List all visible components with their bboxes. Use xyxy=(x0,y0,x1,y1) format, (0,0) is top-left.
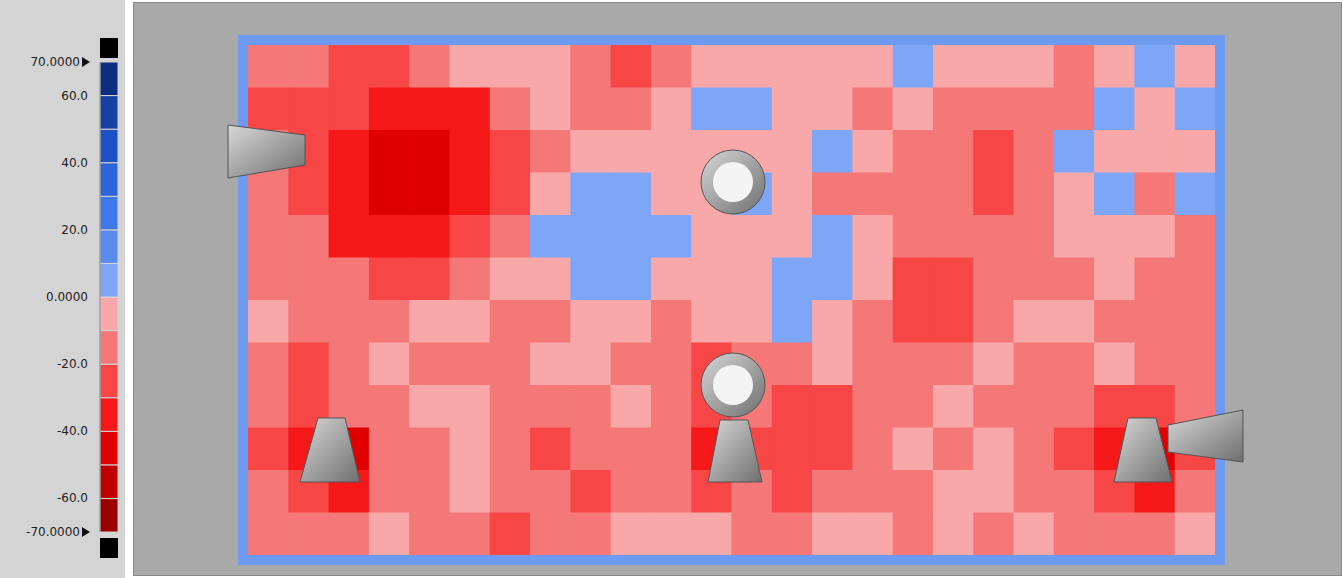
svg-text:60.0: 60.0 xyxy=(61,89,88,103)
svg-text:20.0: 20.0 xyxy=(61,223,88,237)
svg-text:-20.0: -20.0 xyxy=(57,357,88,371)
svg-text:40.0: 40.0 xyxy=(61,156,88,170)
svg-text:-40.0: -40.0 xyxy=(57,424,88,438)
svg-text:0.0000: 0.0000 xyxy=(46,290,88,304)
svg-text:70.0000: 70.0000 xyxy=(30,55,80,69)
svg-text:-60.0: -60.0 xyxy=(57,491,88,505)
svg-text:-70.0000: -70.0000 xyxy=(26,525,80,539)
